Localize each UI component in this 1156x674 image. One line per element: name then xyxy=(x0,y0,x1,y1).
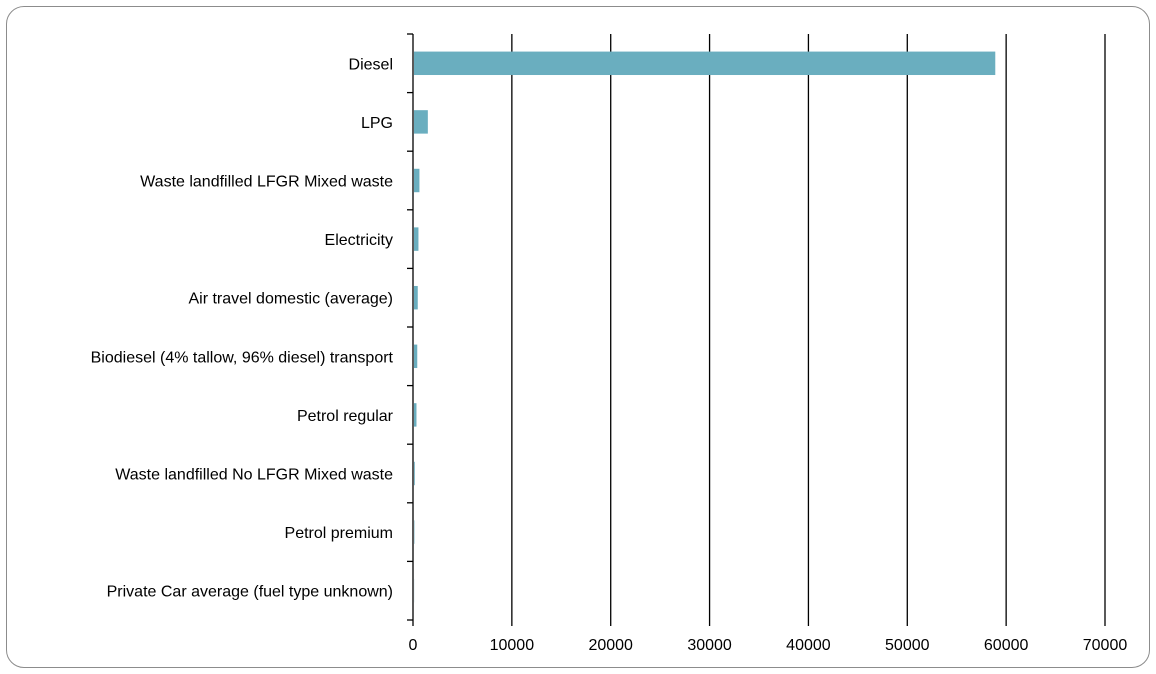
bars xyxy=(414,51,996,603)
bar xyxy=(414,403,417,427)
bar xyxy=(414,461,415,486)
axes xyxy=(407,33,414,626)
x-tick-label: 50000 xyxy=(885,637,930,654)
x-tick-label: 10000 xyxy=(490,637,535,654)
x-tick-label: 70000 xyxy=(1083,637,1128,654)
x-tick-label: 0 xyxy=(409,637,418,654)
bar xyxy=(414,344,418,369)
x-tick-labels: 0 10000 20000 30000 40000 50000 60000 70000 xyxy=(409,637,1128,654)
x-tick-label: 40000 xyxy=(786,637,831,654)
category-label: Diesel xyxy=(349,56,393,73)
category-label: Petrol regular xyxy=(297,408,394,425)
category-label: Petrol premium xyxy=(285,525,393,542)
x-tick-label: 60000 xyxy=(984,637,1029,654)
x-tick-label: 20000 xyxy=(588,637,633,654)
bar xyxy=(414,285,418,310)
category-label: Air travel domestic (average) xyxy=(188,291,393,308)
category-labels: Diesel LPG Waste landfilled LFGR Mixed was… xyxy=(91,56,394,600)
category-label: Electricity xyxy=(325,232,393,249)
category-label: Waste landfilled LFGR Mixed waste xyxy=(140,174,393,191)
bar xyxy=(414,168,420,193)
gridlines xyxy=(511,34,1106,626)
bar xyxy=(414,227,419,251)
category-label: Waste landfilled No LFGR Mixed waste xyxy=(115,467,393,484)
category-label: Biodiesel (4% tallow, 96% diesel) transp… xyxy=(91,349,394,366)
x-tick-label: 30000 xyxy=(687,637,732,654)
bar xyxy=(414,51,996,76)
bar xyxy=(414,110,428,134)
chart-frame xyxy=(6,6,1150,668)
category-label: Private Car average (fuel type unknown) xyxy=(107,584,393,601)
category-label: LPG xyxy=(361,115,393,132)
